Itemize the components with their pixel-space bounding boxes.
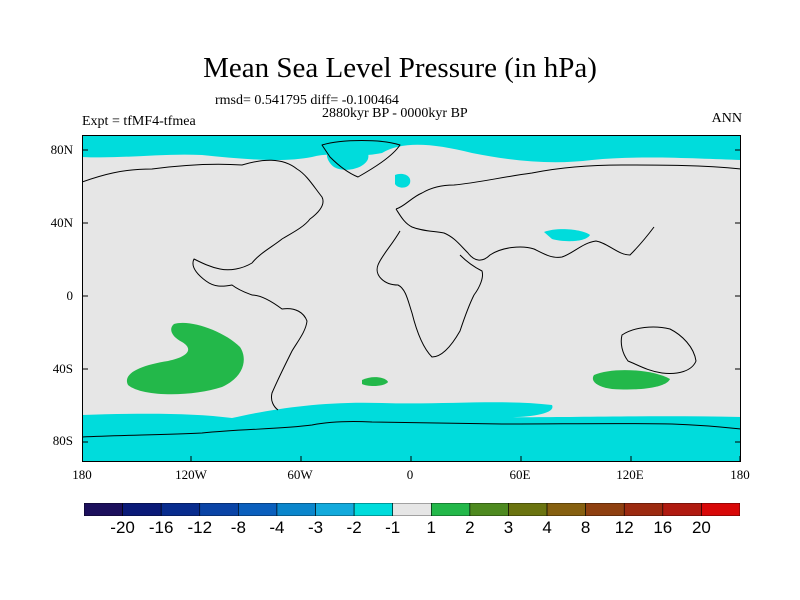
colorbar-swatch: [315, 503, 355, 516]
colorbar-swatch: [430, 503, 471, 516]
colorbar-swatch: [392, 503, 432, 516]
nordic-seas-anomaly: [395, 173, 411, 188]
antarctica-coast: [82, 420, 741, 438]
colorbar-label: 3: [503, 518, 514, 537]
colorbar-label: -12: [187, 518, 213, 537]
stats-text: rmsd= 0.541795 diff= -0.100464: [215, 93, 399, 108]
negative-anomaly-regions: [82, 135, 741, 462]
lon-label-120w: 120W: [175, 467, 207, 482]
colorbar-label: -4: [269, 518, 285, 537]
colorbar-label: -16: [148, 518, 174, 537]
colorbar-swatch: [353, 503, 394, 516]
lon-label-180e: 180: [730, 467, 750, 482]
colorbar-swatch: [122, 503, 162, 516]
colorbar-label: -3: [307, 518, 324, 537]
lat-label-40n: 40N: [50, 215, 73, 230]
lon-label-0: 0: [406, 467, 414, 482]
lon-label-180w: 180: [72, 467, 92, 482]
australia-coast: [620, 326, 697, 374]
coastlines: [82, 140, 741, 438]
south-america-coast: [251, 294, 308, 411]
colorbar-label: 12: [614, 518, 634, 537]
lon-label-60w: 60W: [287, 467, 313, 482]
south-pacific-high: [126, 322, 244, 395]
colorbar-swatch: [84, 503, 123, 516]
colorbar-label: 20: [691, 518, 711, 537]
greenland-coast: [321, 140, 401, 178]
colorbar-swatch: [623, 503, 664, 516]
colorbar-swatch: [701, 503, 740, 516]
colorbar-swatch: [276, 503, 316, 516]
experiment-label: Expt = tfMF4-tfmea: [82, 114, 196, 129]
colorbar-swatch: [662, 503, 702, 516]
colorbar-label: -1: [385, 518, 401, 537]
south-atlantic-high: [362, 377, 388, 387]
positive-anomaly-regions: [126, 322, 670, 395]
lon-label-120e: 120E: [616, 467, 644, 482]
colorbar-label: 8: [580, 518, 591, 537]
arctic-anomaly-region: [82, 135, 741, 163]
map-title: Mean Sea Level Pressure (in hPa): [203, 52, 597, 84]
colorbar-label: -2: [346, 518, 362, 537]
period-text: 2880kyr BP - 0000kyr BP: [322, 106, 468, 121]
colorbar-swatch: [160, 503, 201, 516]
lat-label-0: 0: [66, 288, 74, 303]
colorbar-swatch: [199, 503, 239, 516]
axis-ticks: [82, 149, 741, 462]
eurasia-south-coast: [395, 208, 655, 261]
colorbar-swatch: [546, 503, 586, 516]
season-label: ANN: [711, 111, 742, 126]
colorbar-swatch: [585, 503, 625, 516]
colorbar-label: -8: [230, 518, 246, 537]
asia-anomaly-region: [544, 229, 590, 242]
north-america-coast: [82, 159, 324, 296]
southern-ocean-anomaly: [82, 402, 741, 462]
colorbar-label: 16: [653, 518, 673, 537]
colorbar-label: -20: [110, 518, 135, 537]
eurasia-north-coast: [395, 164, 741, 210]
south-indian-high: [592, 370, 670, 390]
lon-label-60e: 60E: [509, 467, 531, 482]
colorbar-label: 4: [542, 518, 552, 537]
colorbar-swatch: [469, 503, 509, 516]
colorbar-label: 1: [426, 518, 437, 537]
colorbar: [84, 503, 740, 516]
colorbar-swatch: [238, 503, 278, 516]
colorbar-swatch: [508, 503, 548, 516]
lat-label-80s: 80S: [52, 433, 73, 448]
lat-label-80n: 80N: [50, 142, 73, 157]
africa-coast: [376, 230, 483, 358]
lat-label-40s: 40S: [52, 361, 73, 376]
pressure-anomaly-map: [82, 135, 741, 462]
colorbar-label: 2: [465, 518, 475, 537]
